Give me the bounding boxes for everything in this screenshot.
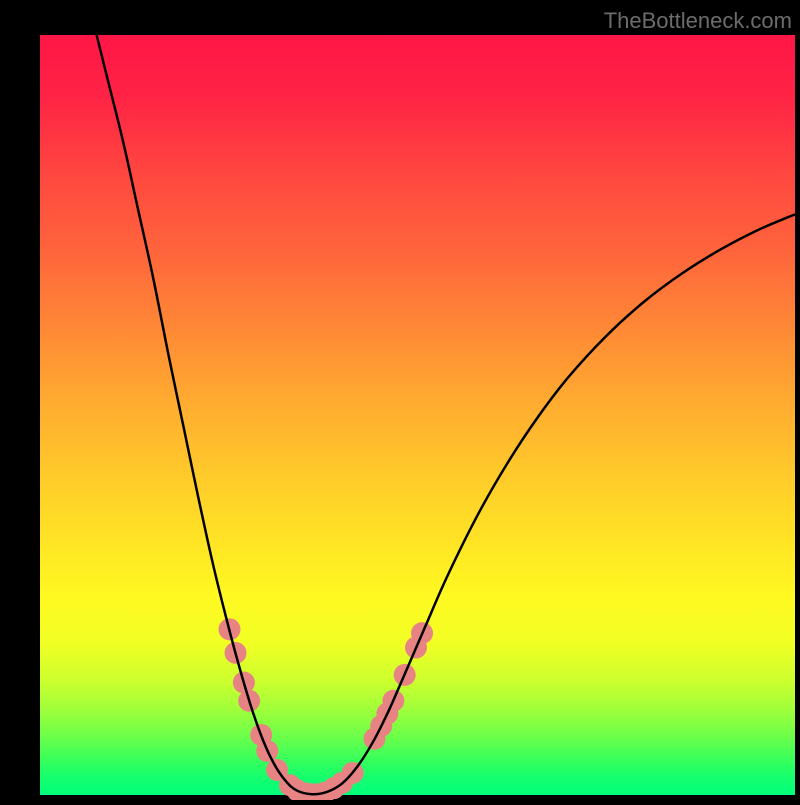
plot-background [40, 35, 795, 795]
chart-svg [0, 0, 800, 800]
chart-container [0, 0, 800, 800]
watermark-label: TheBottleneck.com [604, 8, 792, 34]
